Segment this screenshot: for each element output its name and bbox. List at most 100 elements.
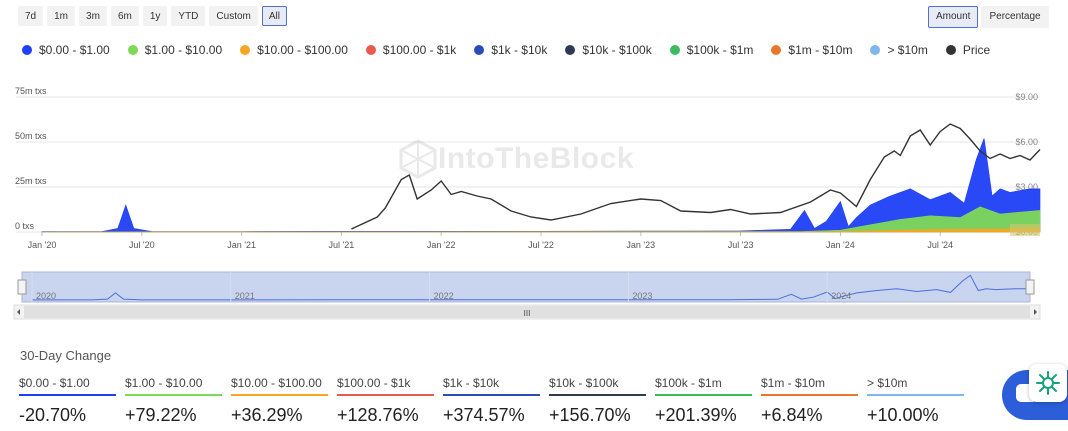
change-value: -20.70% [19, 405, 87, 425]
range-button-7d[interactable]: 7d [18, 6, 44, 26]
change-label: $100k - $1m [655, 376, 722, 390]
change-label: $10k - $100k [549, 376, 619, 390]
scroll-left-arrow-icon[interactable] [17, 309, 20, 315]
amount-button[interactable]: Amount [928, 6, 979, 28]
navigator-right-handle[interactable] [1025, 279, 1035, 295]
change-underline [231, 394, 328, 396]
range-button-1m[interactable]: 1m [47, 6, 76, 26]
price-axis-marker [1010, 224, 1040, 236]
percentage-button[interactable]: Percentage [981, 6, 1049, 28]
legend-dot [127, 45, 138, 55]
thirty-day-change-row: $0.00 - $1.00 -20.70% $1.00 - $10.00 +79.2… [19, 373, 964, 426]
legend-dot [240, 45, 251, 55]
legend-label: $0.00 - $1.00 [39, 43, 110, 57]
legend-item[interactable]: Price [945, 43, 991, 57]
display-mode-toggle: Amount Percentage [928, 6, 1049, 28]
y-tick-label-left: 50m txs [15, 131, 47, 141]
range-button-6m[interactable]: 6m [110, 6, 139, 26]
x-tick-label: Jul '20 [129, 240, 155, 250]
x-tick-label: Jul '21 [329, 240, 355, 250]
range-button-ytd[interactable]: YTD [171, 6, 206, 26]
y-tick-label-left: 75m txs [15, 86, 47, 96]
change-label: $100.00 - $1k [337, 376, 411, 390]
legend-dot [669, 45, 680, 55]
change-item: $1m - $10m +6.84% [761, 373, 858, 426]
change-underline [867, 394, 964, 396]
legend-item[interactable]: $0.00 - $1.00 [22, 43, 110, 57]
change-item: $100.00 - $1k +128.76% [337, 373, 434, 426]
change-value: +10.00% [867, 405, 939, 425]
x-tick-label: Jul '22 [528, 240, 554, 250]
change-item: $10.00 - $100.00 +36.29% [231, 373, 328, 426]
change-underline [655, 394, 752, 396]
scroll-right-arrow-icon[interactable] [1034, 309, 1037, 315]
main-chart: 75m txs 50m txs 25m txs 0 txs $9.00 $6.00 $3.0… [15, 86, 1041, 250]
watermark-text: IntoTheBlock [438, 142, 635, 175]
legend-dot [565, 45, 576, 55]
x-tick-label: Jul '24 [927, 240, 953, 250]
change-item: $0.00 - $1.00 -20.70% [19, 373, 116, 426]
price-line [351, 123, 1041, 230]
legend-item[interactable]: $100k - $1m [669, 43, 754, 57]
change-underline [125, 394, 222, 396]
range-button-3m[interactable]: 3m [79, 6, 107, 26]
change-underline [443, 394, 540, 396]
change-underline [337, 394, 434, 396]
navigator-left-handle[interactable] [17, 279, 27, 295]
change-item: $10k - $100k +156.70% [549, 373, 646, 426]
legend-dot [365, 45, 376, 55]
y-tick-label-left: 0 txs [15, 221, 35, 231]
legend-label: Price [962, 43, 991, 57]
legend-item[interactable]: $1m - $10m [771, 43, 852, 57]
change-value: +374.57% [443, 405, 525, 425]
change-label: $1.00 - $10.00 [125, 376, 203, 390]
change-label: $0.00 - $1.00 [19, 376, 90, 390]
change-label: $10.00 - $100.00 [231, 376, 322, 390]
navigator-tick-label: 2023 [632, 291, 652, 301]
x-tick-label: Jan '21 [227, 240, 256, 250]
range-button-1y[interactable]: 1y [142, 6, 168, 26]
legend-label: $100k - $1m [686, 43, 754, 57]
change-value: +128.76% [337, 405, 419, 425]
range-navigator[interactable]: 2020 2021 2022 2023 2024 III [0, 268, 1068, 322]
range-button-custom[interactable]: Custom [209, 6, 258, 26]
legend-dot [474, 45, 485, 55]
y-tick-label-left: 25m txs [15, 176, 47, 186]
scrollbar-grip[interactable]: III [524, 309, 531, 318]
chart-legend: $0.00 - $1.00 $1.00 - $10.00 $10.00 - $1… [22, 43, 1008, 57]
legend-item[interactable]: $1.00 - $10.00 [127, 43, 223, 57]
change-item: > $10m +10.00% [867, 373, 964, 426]
legend-dot [945, 45, 956, 55]
legend-item[interactable]: > $10m [870, 43, 928, 57]
x-tick-label: Jan '20 [28, 240, 57, 250]
legend-item[interactable]: $100.00 - $1k [365, 43, 456, 57]
legend-item[interactable]: $10.00 - $100.00 [240, 43, 348, 57]
navigator-tick-label: 2024 [831, 291, 851, 301]
change-value: +156.70% [549, 405, 631, 425]
change-item: $100k - $1m +201.39% [655, 373, 752, 426]
change-item: $1k - $10k +374.57% [443, 373, 540, 426]
y-tick-label-right: $9.00 [1015, 92, 1038, 102]
legend-dot [870, 45, 881, 55]
x-tick-label: Jan '22 [427, 240, 456, 250]
change-value: +6.84% [761, 405, 823, 425]
legend-label: $1m - $10m [788, 43, 853, 57]
assistant-widget-button[interactable] [1029, 364, 1067, 402]
navigator-selection[interactable] [21, 271, 1031, 303]
y-tick-label-right: $3.00 [1015, 182, 1038, 192]
legend-label: $1k - $10k [491, 43, 548, 57]
watermark-logo-icon [399, 139, 437, 179]
legend-dot [771, 45, 782, 55]
x-tick-label: Jan '23 [626, 240, 655, 250]
legend-item[interactable]: $10k - $100k [565, 43, 652, 57]
change-value: +79.22% [125, 405, 197, 425]
legend-dot [22, 45, 32, 55]
change-value: +201.39% [655, 405, 737, 425]
legend-label: $1.00 - $10.00 [144, 43, 223, 57]
legend-item[interactable]: $1k - $10k [474, 43, 547, 57]
legend-label: $10k - $100k [582, 43, 652, 57]
range-button-all[interactable]: All [261, 6, 287, 26]
navigator-tick-label: 2020 [36, 291, 56, 301]
navigator-scrollbar-thumb[interactable] [24, 306, 1030, 318]
watermark: IntoTheBlock [398, 139, 634, 179]
